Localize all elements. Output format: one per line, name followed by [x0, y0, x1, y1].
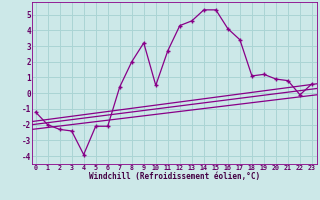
X-axis label: Windchill (Refroidissement éolien,°C): Windchill (Refroidissement éolien,°C) — [89, 172, 260, 181]
